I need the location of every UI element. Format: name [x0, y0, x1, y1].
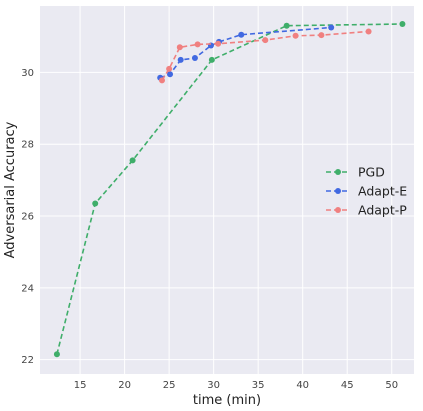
legend: PGD Adapt-E Adapt-P [326, 165, 407, 218]
x-tick-label: 25 [163, 380, 176, 391]
y-axis-label: Adversarial Accuracy [3, 121, 18, 258]
series-line-pgd [56, 23, 403, 355]
data-point-pgd [129, 157, 136, 164]
data-point-adapt-e [191, 55, 198, 62]
x-tick-label: 35 [252, 380, 265, 391]
series-line-adapt-e [159, 26, 332, 79]
legend-label: Adapt-P [358, 203, 407, 218]
data-point-adapt-p [166, 65, 173, 72]
legend-item-adapt-p: Adapt-P [326, 203, 407, 218]
data-point-adapt-p [262, 37, 269, 44]
y-tick-label: 26 [21, 212, 34, 223]
x-tick-label: 50 [385, 380, 398, 391]
data-point-adapt-p [365, 28, 372, 35]
legend-item-adapt-e: Adapt-E [326, 184, 407, 199]
x-tick-label: 15 [74, 380, 87, 391]
data-point-adapt-p [194, 41, 201, 48]
legend-label: Adapt-E [358, 184, 407, 199]
data-point-adapt-p [158, 77, 165, 84]
legend-marker [335, 188, 341, 194]
data-point-pgd [92, 200, 99, 207]
data-point-adapt-p [292, 32, 299, 39]
data-point-adapt-p [176, 44, 183, 51]
data-point-pgd [53, 351, 60, 358]
data-point-pgd [399, 20, 406, 27]
y-tick-labels: 22 24 26 28 30 [21, 68, 34, 366]
legend-item-pgd: PGD [326, 165, 385, 180]
data-point-adapt-e [177, 56, 184, 63]
x-tick-label: 45 [341, 380, 354, 391]
x-tick-label: 30 [207, 380, 220, 391]
data-point-adapt-p [318, 32, 325, 39]
plot-background [40, 6, 414, 374]
data-point-adapt-e [328, 24, 335, 31]
x-tick-label: 40 [296, 380, 309, 391]
x-axis-label: time (min) [193, 393, 261, 408]
x-tick-labels: 15 20 25 30 35 40 45 50 [74, 380, 398, 391]
data-point-pgd [283, 22, 290, 29]
data-point-adapt-e [238, 31, 245, 38]
legend-marker [335, 169, 341, 175]
series-adapt-e [157, 24, 335, 81]
y-tick-label: 24 [21, 283, 34, 294]
data-point-adapt-e [167, 71, 174, 78]
series-pgd [53, 20, 406, 358]
legend-marker [335, 207, 341, 213]
series-adapt-p [158, 28, 372, 84]
y-tick-label: 22 [21, 355, 34, 366]
data-point-pgd [208, 56, 215, 63]
y-tick-label: 28 [21, 140, 34, 151]
x-tick-label: 20 [118, 380, 131, 391]
y-tick-label: 30 [21, 68, 34, 79]
series-layer [53, 20, 406, 358]
legend-label: PGD [358, 165, 385, 180]
data-point-adapt-p [215, 40, 222, 47]
